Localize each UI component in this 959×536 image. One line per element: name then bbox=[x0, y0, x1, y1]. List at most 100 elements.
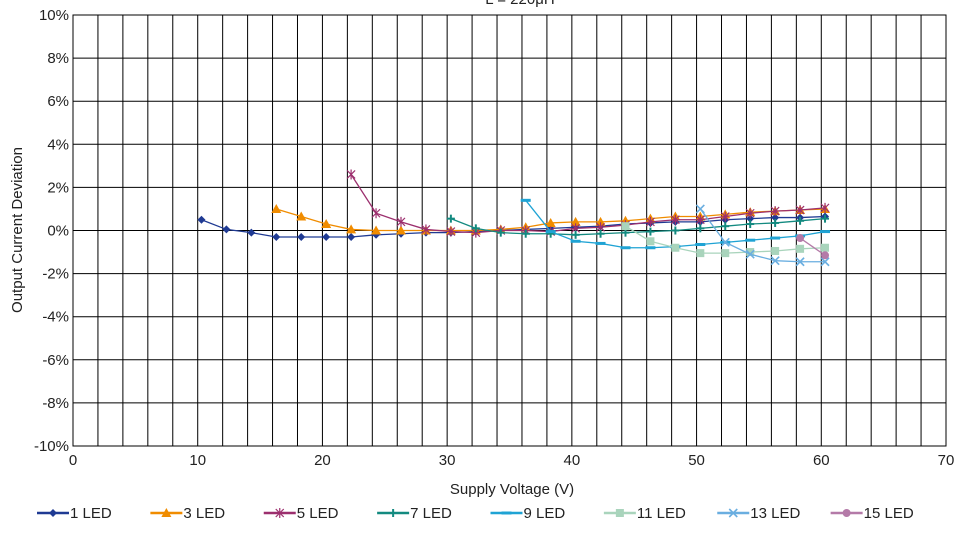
data-point bbox=[471, 224, 480, 233]
data-point bbox=[820, 230, 831, 234]
series-group bbox=[197, 169, 831, 267]
data-point bbox=[570, 239, 581, 243]
data-point bbox=[795, 205, 805, 216]
y-tick-label: 6% bbox=[47, 93, 69, 110]
series-line bbox=[699, 208, 826, 263]
x-axis-label: Supply Voltage (V) bbox=[450, 481, 574, 498]
legend-item-11-led: 11 LED bbox=[603, 505, 686, 522]
data-point bbox=[595, 241, 606, 245]
marker-stroke bbox=[770, 256, 780, 266]
legend-item-5-led: 5 LED bbox=[263, 505, 339, 522]
data-point bbox=[272, 232, 281, 241]
legend-swatch-marker bbox=[161, 508, 172, 517]
data-point bbox=[371, 208, 381, 219]
legend-swatch-marker bbox=[615, 509, 624, 517]
data-point bbox=[746, 214, 755, 223]
y-tick-label: -4% bbox=[42, 309, 69, 326]
legend-item-7-led: 7 LED bbox=[377, 505, 452, 522]
data-point bbox=[197, 215, 206, 224]
marker-stroke bbox=[795, 257, 805, 267]
data-point bbox=[571, 230, 580, 239]
legend-swatch-marker bbox=[501, 511, 512, 515]
marker-stroke bbox=[728, 508, 738, 518]
x-tick-label: 70 bbox=[938, 452, 955, 469]
marker-stroke bbox=[695, 204, 705, 214]
data-point bbox=[396, 216, 406, 227]
series-11-led bbox=[621, 222, 830, 258]
data-point bbox=[771, 213, 780, 222]
data-point bbox=[671, 226, 680, 235]
data-point bbox=[646, 216, 655, 227]
data-point bbox=[746, 220, 755, 229]
legend-swatch-marker bbox=[389, 509, 398, 517]
data-point bbox=[671, 243, 680, 252]
data-point bbox=[820, 202, 830, 213]
y-tick-label: 0% bbox=[47, 223, 69, 240]
data-point bbox=[796, 244, 805, 253]
legend-label: 1 LED bbox=[70, 505, 112, 522]
legend-label: 11 LED bbox=[637, 505, 686, 522]
data-point bbox=[545, 230, 556, 234]
data-point bbox=[297, 232, 306, 241]
data-point bbox=[796, 216, 805, 225]
data-point bbox=[720, 211, 730, 222]
data-point bbox=[271, 203, 282, 213]
data-point bbox=[347, 232, 356, 241]
legend-swatch-marker bbox=[275, 508, 285, 518]
x-tick-label: 10 bbox=[189, 452, 206, 469]
data-point bbox=[620, 246, 631, 250]
data-point bbox=[696, 249, 705, 258]
data-point bbox=[745, 238, 756, 242]
data-point bbox=[595, 216, 606, 226]
legend-swatch-marker bbox=[842, 509, 851, 517]
data-point bbox=[222, 225, 231, 234]
marker-stroke bbox=[720, 237, 730, 247]
data-point bbox=[421, 224, 431, 235]
data-point bbox=[770, 206, 780, 217]
data-point bbox=[520, 198, 531, 202]
x-tick-label: 30 bbox=[439, 452, 456, 469]
series-line bbox=[799, 237, 826, 256]
legend-label: 3 LED bbox=[183, 505, 225, 522]
data-point bbox=[695, 204, 705, 214]
data-point bbox=[296, 211, 307, 221]
legend-item-9-led: 9 LED bbox=[490, 505, 565, 522]
chart-title: L = 220μH bbox=[485, 0, 554, 8]
data-point bbox=[721, 249, 730, 258]
x-tick-label: 20 bbox=[314, 452, 331, 469]
data-point bbox=[721, 222, 730, 231]
axes: 10% 8% 6% 4% 2% 0% -2% -4% -6% -8% -10%0 10 20 30 40 50… bbox=[34, 7, 954, 469]
x-tick-label: 0 bbox=[69, 452, 77, 469]
data-point bbox=[670, 214, 680, 225]
marker-stroke bbox=[745, 249, 755, 259]
data-point bbox=[820, 257, 830, 267]
y-tick-label: -8% bbox=[42, 395, 69, 412]
data-point bbox=[646, 237, 655, 246]
y-tick-label: 4% bbox=[47, 136, 69, 153]
y-tick-label: 8% bbox=[47, 50, 69, 67]
data-point bbox=[745, 249, 755, 259]
data-point bbox=[770, 256, 780, 266]
data-point bbox=[746, 248, 755, 257]
x-tick-label: 50 bbox=[688, 452, 705, 469]
legend-item-13-led: 13 LED bbox=[717, 505, 800, 522]
data-point bbox=[322, 232, 331, 241]
data-point bbox=[646, 227, 655, 236]
legend-item-15-led: 15 LED bbox=[830, 505, 914, 522]
y-tick-label: -2% bbox=[42, 266, 69, 283]
data-point bbox=[596, 229, 605, 238]
data-point bbox=[771, 246, 780, 255]
x-tick-label: 60 bbox=[813, 452, 830, 469]
data-point bbox=[795, 257, 805, 267]
data-point bbox=[446, 214, 455, 223]
y-axis-label: Output Current Deviation bbox=[9, 147, 26, 313]
data-point bbox=[621, 222, 630, 231]
data-point bbox=[247, 228, 256, 237]
series-7-led bbox=[446, 214, 830, 239]
plot-border bbox=[72, 14, 947, 447]
data-point bbox=[371, 225, 382, 235]
legend-label: 5 LED bbox=[297, 505, 339, 522]
data-point bbox=[570, 216, 581, 226]
